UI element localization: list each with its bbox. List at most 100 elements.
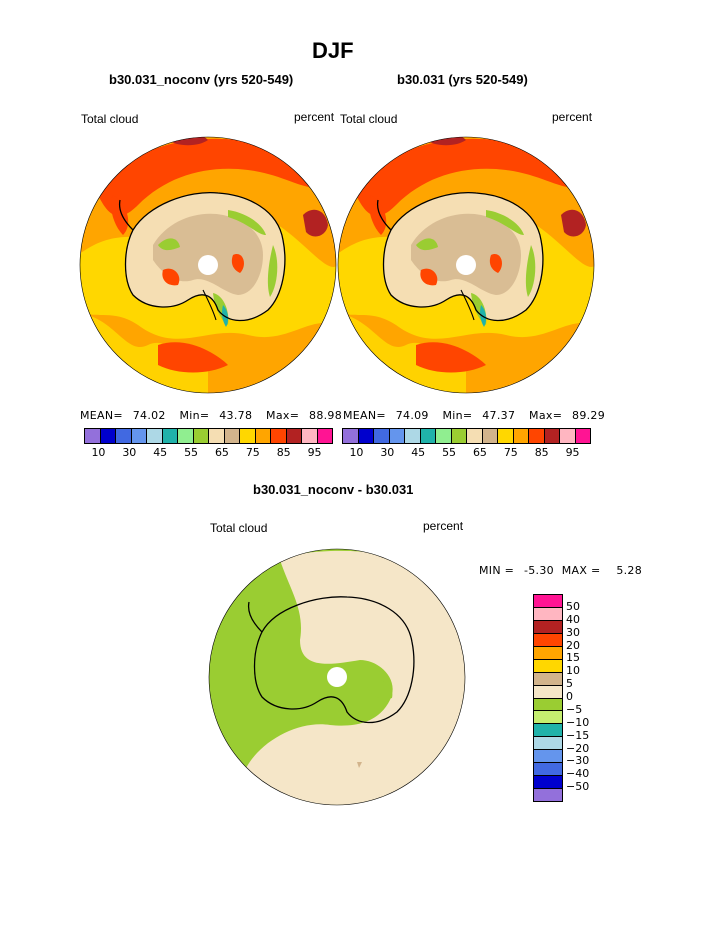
colorbar-difference [533,594,563,802]
map-difference [209,549,465,805]
panel-left-stats: MEAN= 74.02 Min= 43.78 Max= 88.98 [80,409,342,422]
colorbar-tick-label: 30 [566,625,580,639]
colorbar-swatch [466,429,482,443]
colorbar-right-ticks: 10 30 45 55 65 75 85 95 [342,446,591,460]
colorbar-tick-label: 65 [472,446,487,459]
difference-units: percent [423,519,464,533]
colorbar-left [84,428,333,444]
colorbar-swatch [357,429,373,443]
colorbar-swatch [534,632,562,646]
panel-left-field-label: Total cloud [81,112,139,126]
panel-right-title: b30.031 (yrs 520-549) [397,72,528,87]
colorbar-tick-label: 75 [503,446,518,459]
panel-left-units: percent [294,110,335,124]
colorbar-swatch [177,429,193,443]
colorbar-tick-label: −40 [566,767,590,781]
colorbar-swatch [316,429,332,443]
panel-right-stats: MEAN= 74.09 Min= 47.37 Max= 89.29 [343,409,605,422]
mean-label: MEAN= [80,409,123,422]
colorbar-tick-label: 55 [442,446,457,459]
colorbar-swatch [115,429,131,443]
colorbar-swatch [534,723,562,737]
difference-field-label: Total cloud [210,521,268,535]
colorbar-swatch [254,429,270,443]
max-value: 89.29 [572,409,606,422]
colorbar-swatch [435,429,451,443]
colorbar-swatch [534,606,562,620]
colorbar-tick-label: 40 [566,612,580,626]
colorbar-tick-label: 55 [184,446,199,459]
min-label: Min= [179,409,210,422]
colorbar-swatch [85,429,100,443]
mean-label: MEAN= [343,409,386,422]
max-value: 5.28 [616,564,643,577]
colorbar-swatch [481,429,497,443]
colorbar-tick-label: 15 [566,651,580,665]
colorbar-swatch [534,788,562,801]
colorbar-tick-label: 85 [534,446,549,459]
mean-value: 74.09 [395,409,429,422]
mean-value: 74.02 [132,409,166,422]
season-title: DJF [312,38,354,63]
difference-title: b30.031_noconv - b30.031 [253,482,414,497]
min-value: -5.30 [523,564,554,577]
colorbar-swatch [373,429,389,443]
colorbar-swatch [208,429,224,443]
map-left [80,137,336,393]
panel-left-title: b30.031_noconv (yrs 520-549) [109,72,294,87]
colorbar-swatch [404,429,420,443]
max-label: MAX = [561,564,601,577]
colorbar-tick-label: 75 [245,446,260,459]
max-label: Max= [529,409,563,422]
colorbar-swatch [574,429,590,443]
colorbar-swatch [146,429,162,443]
colorbar-tick-label: 5 [566,677,573,691]
colorbar-tick-label: 50 [566,599,580,613]
colorbar-tick-label: −50 [566,780,590,794]
colorbar-swatch [534,658,562,672]
colorbar-swatch [285,429,301,443]
colorbar-tick-label: 10 [566,664,580,678]
colorbar-swatch [130,429,146,443]
colorbar-left-ticks: 10 30 45 55 65 75 85 95 [84,446,333,460]
colorbar-swatch [99,429,115,443]
panel-right-units: percent [552,110,593,124]
colorbar-tick-label: 45 [153,446,168,459]
colorbar-tick-label: 30 [380,446,395,459]
min-label: MIN = [479,564,515,577]
colorbar-tick-label: −30 [566,754,590,768]
colorbar-right [342,428,591,444]
colorbar-swatch [534,619,562,633]
colorbar-tick-label: 65 [214,446,229,459]
colorbar-swatch [534,645,562,659]
colorbar-swatch [161,429,177,443]
colorbar-swatch [301,429,317,443]
max-label: Max= [266,409,300,422]
colorbar-tick-label: 95 [565,446,580,459]
colorbar-swatch [534,710,562,724]
difference-minmax: MIN = -5.30 MAX = 5.28 [479,564,642,577]
colorbar-swatch [388,429,404,443]
map-right [338,137,594,393]
colorbar-swatch [343,429,358,443]
colorbar-swatch [534,595,562,607]
colorbar-difference-ticks: 50 40 30 20 15 10 5 0 −5 −10 −15 −20 −30 −40 −50 [566,594,616,800]
colorbar-swatch [534,736,562,750]
colorbar-tick-label: 95 [307,446,322,459]
min-value: 43.78 [219,409,253,422]
colorbar-tick-label: 45 [411,446,426,459]
colorbar-tick-label: 85 [276,446,291,459]
colorbar-tick-label: −10 [566,715,590,729]
colorbar-swatch [497,429,513,443]
colorbar-swatch [534,684,562,698]
colorbar-tick-label: 30 [122,446,137,459]
colorbar-swatch [419,429,435,443]
colorbar-swatch [192,429,208,443]
min-label: Min= [442,409,473,422]
colorbar-swatch [534,749,562,763]
colorbar-tick-label: 10 [349,446,364,459]
colorbar-swatch [534,775,562,789]
colorbar-tick-label: −15 [566,728,590,742]
colorbar-tick-label: 10 [91,446,106,459]
